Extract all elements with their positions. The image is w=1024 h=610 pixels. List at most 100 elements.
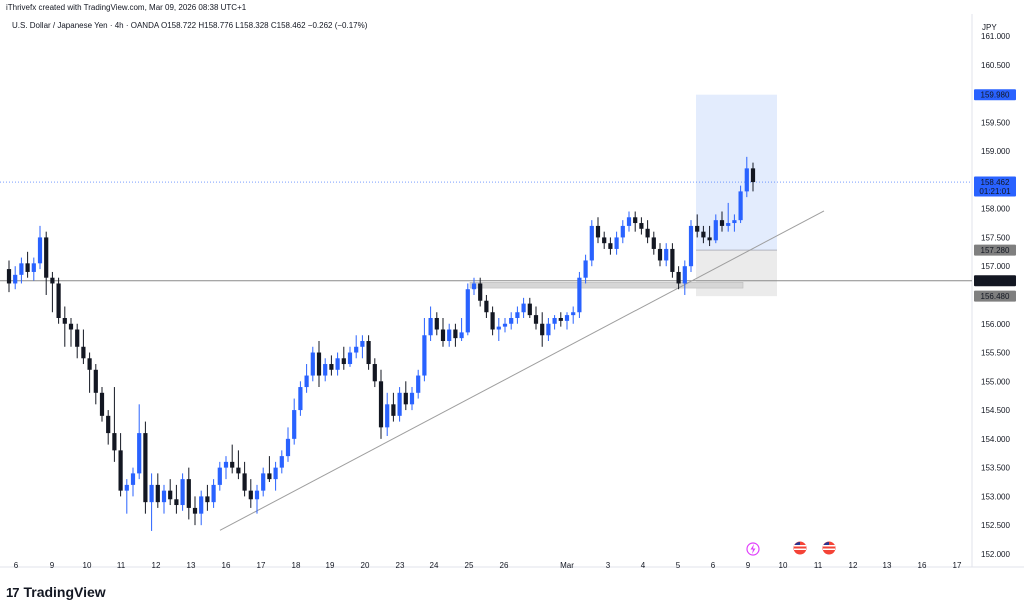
- time-tick-label: 25: [465, 561, 474, 570]
- candle-body: [744, 168, 749, 192]
- long-position-tool[interactable]: [696, 94, 777, 297]
- time-tick-label: 19: [326, 561, 335, 570]
- candle-body: [261, 473, 266, 491]
- price-label-box: [974, 290, 1016, 302]
- candle-body: [695, 225, 700, 232]
- lightning-icon[interactable]: [746, 542, 760, 556]
- price-label-value: 159.980: [981, 91, 1010, 100]
- candle-body: [682, 266, 687, 284]
- us-flag-icon[interactable]: [793, 541, 807, 555]
- candle-body: [633, 217, 638, 224]
- candle-body: [199, 496, 204, 514]
- time-tick-label: 17: [953, 561, 962, 570]
- currency-label: JPY: [982, 23, 997, 32]
- candle-body: [688, 225, 694, 267]
- trendline-group[interactable]: [219, 210, 825, 531]
- time-tick-label: 16: [222, 561, 231, 570]
- candle-body: [608, 243, 613, 249]
- time-tick-label: 6: [14, 561, 19, 570]
- candle-body: [589, 225, 594, 261]
- candle-body: [707, 237, 712, 241]
- candle-body: [409, 392, 415, 405]
- candle-body: [595, 225, 601, 238]
- time-axis-ticks: 6 9 10 11 12 13 16 17 18 19 20 23 24 25 26 Mar 3 4 5 6 9 10 11…: [14, 561, 962, 570]
- candle-body: [75, 329, 80, 347]
- price-tick-label: 157.000: [981, 262, 1010, 271]
- countdown-label: 01:21:01: [979, 187, 1011, 196]
- candle-body: [267, 473, 272, 480]
- candle-body: [620, 225, 625, 238]
- candle-body: [112, 433, 117, 451]
- time-tick-label: 9: [50, 561, 55, 570]
- candle-body: [397, 392, 402, 416]
- price-tick-label: 152.000: [981, 550, 1010, 559]
- price-tick-label: 160.500: [981, 61, 1010, 70]
- candle-body: [347, 352, 353, 365]
- price-tick-label: 158.000: [981, 205, 1010, 214]
- price-label-box: [974, 176, 1016, 197]
- price-label-value: 158.462: [981, 178, 1010, 187]
- candle-body: [93, 369, 98, 393]
- candle-body: [459, 332, 464, 339]
- candle-body: [527, 303, 532, 316]
- time-tick-label: 11: [117, 561, 126, 570]
- time-tick-label: 24: [430, 561, 439, 570]
- candle-body: [223, 461, 229, 468]
- candle-body: [416, 375, 421, 393]
- candle-body: [509, 317, 514, 324]
- candle-body: [37, 237, 43, 264]
- ohlc-values: O158.722 H158.776 L158.328 C158.462 −0.2…: [160, 21, 368, 30]
- price-label-value: 156.747: [981, 277, 1010, 286]
- candle-body: [62, 317, 67, 324]
- time-tick-label: 12: [849, 561, 858, 570]
- candle-body: [533, 315, 539, 324]
- candle-body: [440, 329, 446, 342]
- time-tick-label: 18: [292, 561, 301, 570]
- candle-body: [515, 312, 520, 318]
- candle-body: [651, 237, 656, 249]
- price-tick-label: 154.000: [981, 435, 1010, 444]
- candle-body: [56, 283, 61, 318]
- time-tick-label: Mar: [560, 561, 574, 570]
- candle-body: [236, 467, 241, 474]
- candle-body: [168, 490, 173, 500]
- candle-body: [81, 346, 86, 359]
- time-tick-label: 5: [676, 561, 681, 570]
- candle-body: [106, 415, 111, 434]
- horizontal-levels[interactable]: [0, 181, 972, 282]
- candle-body: [13, 274, 18, 284]
- candle-body: [186, 479, 191, 508]
- candle-body: [174, 499, 179, 506]
- candle-body: [149, 484, 154, 503]
- candle-body: [447, 329, 452, 342]
- candle-body: [552, 317, 557, 324]
- price-tick-label: 156.000: [981, 320, 1010, 329]
- candle-body: [657, 248, 663, 261]
- candle-body: [180, 479, 185, 506]
- candle-body: [403, 392, 408, 405]
- candle-body: [68, 323, 74, 330]
- candle-body: [540, 323, 545, 336]
- candle-body: [341, 358, 346, 365]
- time-tick-label: 26: [500, 561, 509, 570]
- support-zone[interactable]: [469, 282, 744, 289]
- candle-body: [211, 484, 216, 503]
- candle-body: [279, 456, 284, 468]
- candle-body: [490, 312, 495, 330]
- event-icons[interactable]: [746, 541, 836, 556]
- candle-body: [118, 450, 123, 491]
- candle-body: [645, 228, 650, 238]
- candle-body: [434, 317, 439, 330]
- tradingview-brand[interactable]: 17 TradingView: [6, 584, 106, 600]
- candle-body: [323, 364, 328, 376]
- time-tick-label: 10: [83, 561, 92, 570]
- us-flag-icon[interactable]: [822, 541, 836, 555]
- price-tick-label: 161.000: [981, 32, 1010, 41]
- chart-attribution: iThrivefx created with TradingView.com, …: [6, 3, 247, 12]
- price-label-value: 157.280: [981, 246, 1010, 255]
- candle-body: [316, 352, 322, 376]
- candle-body: [161, 490, 167, 503]
- symbol-legend: U.S. Dollar / Japanese Yen · 4h · OANDA …: [12, 21, 367, 30]
- time-tick-label: 4: [641, 561, 646, 570]
